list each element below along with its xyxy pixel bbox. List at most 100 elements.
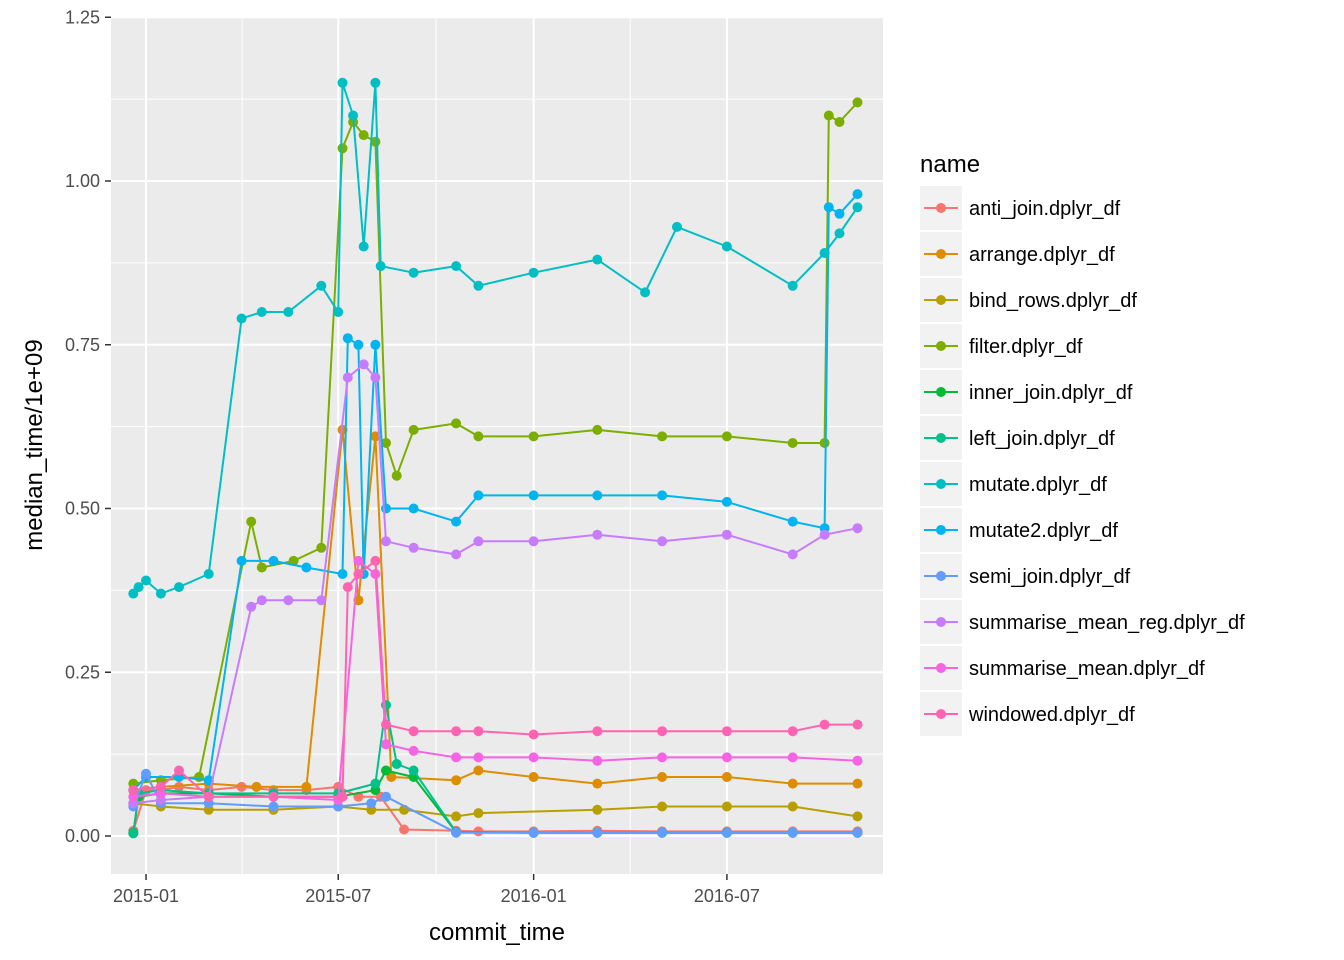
data-point [721,241,732,252]
data-point [721,801,732,812]
series-semi-join-dplyr-df [128,768,863,838]
data-point [819,529,830,540]
data-point [337,569,348,579]
legend-key-point [936,663,946,673]
data-point [316,280,327,291]
data-point [128,828,139,839]
data-point [657,801,668,812]
data-point [528,752,539,763]
data-point [288,555,299,566]
x-tick-label: 2016-01 [501,886,567,906]
y-tick-label: 0.50 [65,499,100,519]
data-point [370,555,381,566]
data-point [342,582,353,593]
data-point [353,339,364,350]
data-point [348,110,359,121]
legend-label: filter.dplyr_df [969,336,1083,358]
data-point [353,569,364,579]
series-arrange-dplyr-df [128,424,863,796]
legend-label: summarise_mean_reg.dplyr_df [969,612,1245,634]
data-point [370,431,381,442]
data-point [141,768,151,779]
data-point [657,490,668,501]
data-point [852,719,863,730]
data-point [381,739,391,750]
data-point [473,431,484,442]
data-point [236,313,247,324]
data-point [473,490,484,501]
data-point [852,811,863,822]
data-point [203,569,214,579]
legend-item-windowed-dplyr-df: windowed.dplyr_df [920,692,1135,736]
data-point [381,791,391,802]
legend-key-point [936,341,946,351]
data-point [852,202,863,213]
legend-item-anti-join-dplyr-df: anti_join.dplyr_df [920,186,1121,230]
legend-key-point [936,387,946,397]
data-point [834,117,845,127]
data-point [391,470,402,481]
data-point [399,824,410,835]
data-point [657,536,668,547]
legend-label: mutate2.dplyr_df [969,520,1118,542]
legend-key-point [936,525,946,535]
legend-item-bind-rows-dplyr-df: bind_rows.dplyr_df [920,278,1137,322]
data-point [592,778,603,789]
data-point [256,307,267,317]
data-point [337,77,348,88]
data-point [370,778,381,789]
data-point [657,431,668,442]
data-point [251,781,262,792]
data-point [528,772,539,782]
data-point [852,97,863,108]
data-point [358,130,369,141]
data-point [268,555,279,566]
data-point [592,490,603,501]
legend-label: summarise_mean.dplyr_df [969,658,1205,680]
plot-panel [111,17,883,874]
legend-key-point [936,479,946,489]
series-mutate-dplyr-df [128,77,863,599]
legend-label: arrange.dplyr_df [969,244,1115,266]
y-tick-label: 1.00 [65,171,100,191]
data-point [381,719,391,730]
x-tick-label: 2016-07 [694,886,760,906]
data-point [451,775,462,786]
data-point [721,827,732,838]
legend-title: name [920,151,980,178]
data-point [268,791,279,802]
legend-label: semi_join.dplyr_df [969,566,1131,588]
data-point [657,752,668,763]
data-point [852,827,863,838]
data-point [155,781,166,792]
data-point [528,827,539,838]
data-point [787,438,798,448]
data-point [408,503,419,514]
x-tick-label: 2015-01 [113,886,179,906]
legend-key-point [936,571,946,581]
legend-label: bind_rows.dplyr_df [969,290,1137,312]
data-point [473,726,484,737]
data-point [528,536,539,547]
data-point [268,801,279,812]
y-axis-title: median_time/1e+09 [21,339,48,550]
y-tick-label: 0.00 [65,826,100,846]
data-point [342,333,353,344]
data-point [337,143,348,154]
data-point [337,791,348,802]
data-point [721,752,732,763]
legend-label: inner_join.dplyr_df [969,382,1133,404]
data-point [592,755,603,766]
data-point [301,562,312,573]
data-point [787,726,798,737]
data-point [174,765,184,776]
series-line-mutate-dplyr-df [132,81,859,595]
data-point [174,781,184,792]
data-point [381,765,391,776]
data-point [528,431,539,442]
data-point [370,77,381,88]
data-point [358,241,369,252]
data-point [451,549,462,560]
data-point [657,726,668,737]
